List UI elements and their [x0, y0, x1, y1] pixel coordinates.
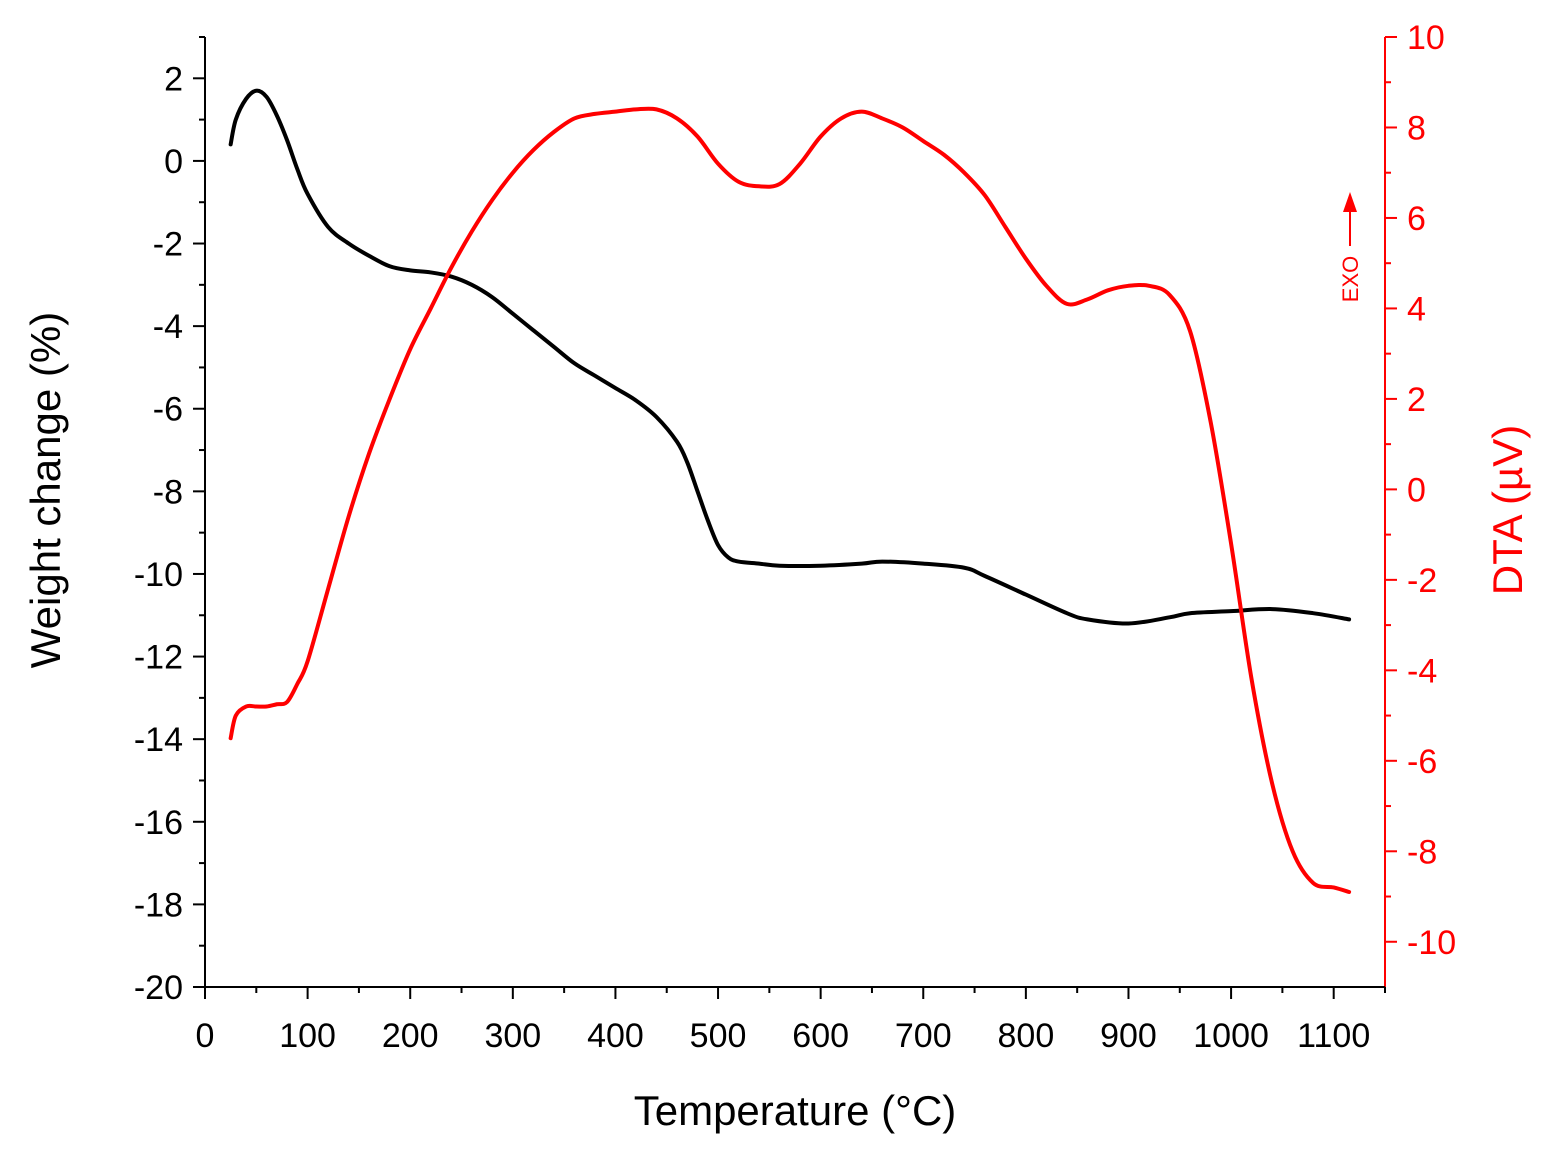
- right-tick-label: -2: [1407, 562, 1437, 600]
- x-tick-label: 200: [382, 1017, 439, 1055]
- left-tick-label: -16: [134, 804, 183, 842]
- exo-indicator: EXO: [1338, 192, 1363, 302]
- right-tick-label: -6: [1407, 743, 1437, 781]
- left-tick-label: 0: [164, 143, 183, 181]
- right-tick-label: 4: [1407, 290, 1426, 328]
- left-tick-label: -6: [153, 391, 183, 429]
- left-y-axis: 2 0 -2 -4 -6 -8 -10 -12 -14 -16 -18 -20: [134, 36, 206, 1007]
- right-tick-label: -10: [1407, 924, 1456, 962]
- left-tick-label: -20: [134, 969, 183, 1007]
- left-tick-label: -14: [134, 721, 183, 759]
- x-tick-label: 600: [792, 1017, 849, 1055]
- x-axis-title: Temperature (°C): [634, 1087, 957, 1134]
- left-y-axis-title: Weight change (%): [22, 312, 69, 668]
- x-tick-label: 1100: [1297, 1017, 1370, 1055]
- plot-lines: [228, 88, 1352, 894]
- right-tick-label: 2: [1407, 381, 1426, 419]
- x-tick-label: 900: [1100, 1017, 1157, 1055]
- x-tick-label: 1000: [1193, 1017, 1269, 1055]
- x-tick-label: 400: [587, 1017, 644, 1055]
- weight-change-series-line: [228, 88, 1352, 626]
- right-tick-label: 8: [1407, 109, 1426, 147]
- left-tick-label: -2: [153, 226, 183, 264]
- dta-series-line: [228, 106, 1352, 894]
- exo-arrow-head-icon: [1343, 192, 1357, 212]
- right-y-axis: 10 8 6 4 2 0 -2 -4 -6 -8 -10: [1384, 19, 1456, 987]
- x-tick-label: 300: [484, 1017, 541, 1055]
- x-tick-label: 800: [998, 1017, 1055, 1055]
- right-tick-label: -8: [1407, 833, 1437, 871]
- left-tick-label: 2: [164, 60, 183, 98]
- left-tick-label: -18: [134, 886, 183, 924]
- x-tick-label: 500: [690, 1017, 747, 1055]
- x-tick-label: 100: [279, 1017, 336, 1055]
- left-tick-label: -12: [134, 639, 183, 677]
- right-tick-label: 6: [1407, 200, 1426, 238]
- right-tick-label: 0: [1407, 471, 1426, 509]
- x-axis: 0 100 200 300 400 500 600 700 800 900 1000 1100: [196, 986, 1386, 1055]
- left-tick-label: -8: [153, 473, 183, 511]
- right-tick-label: -4: [1407, 652, 1437, 690]
- left-tick-label: -10: [134, 556, 183, 594]
- right-tick-label: 10: [1407, 19, 1445, 57]
- exo-label: EXO: [1338, 256, 1363, 302]
- right-y-axis-title: DTA (µV): [1484, 425, 1531, 595]
- x-tick-label: 700: [895, 1017, 952, 1055]
- left-tick-label: -4: [153, 308, 183, 346]
- x-tick-label: 0: [196, 1017, 215, 1055]
